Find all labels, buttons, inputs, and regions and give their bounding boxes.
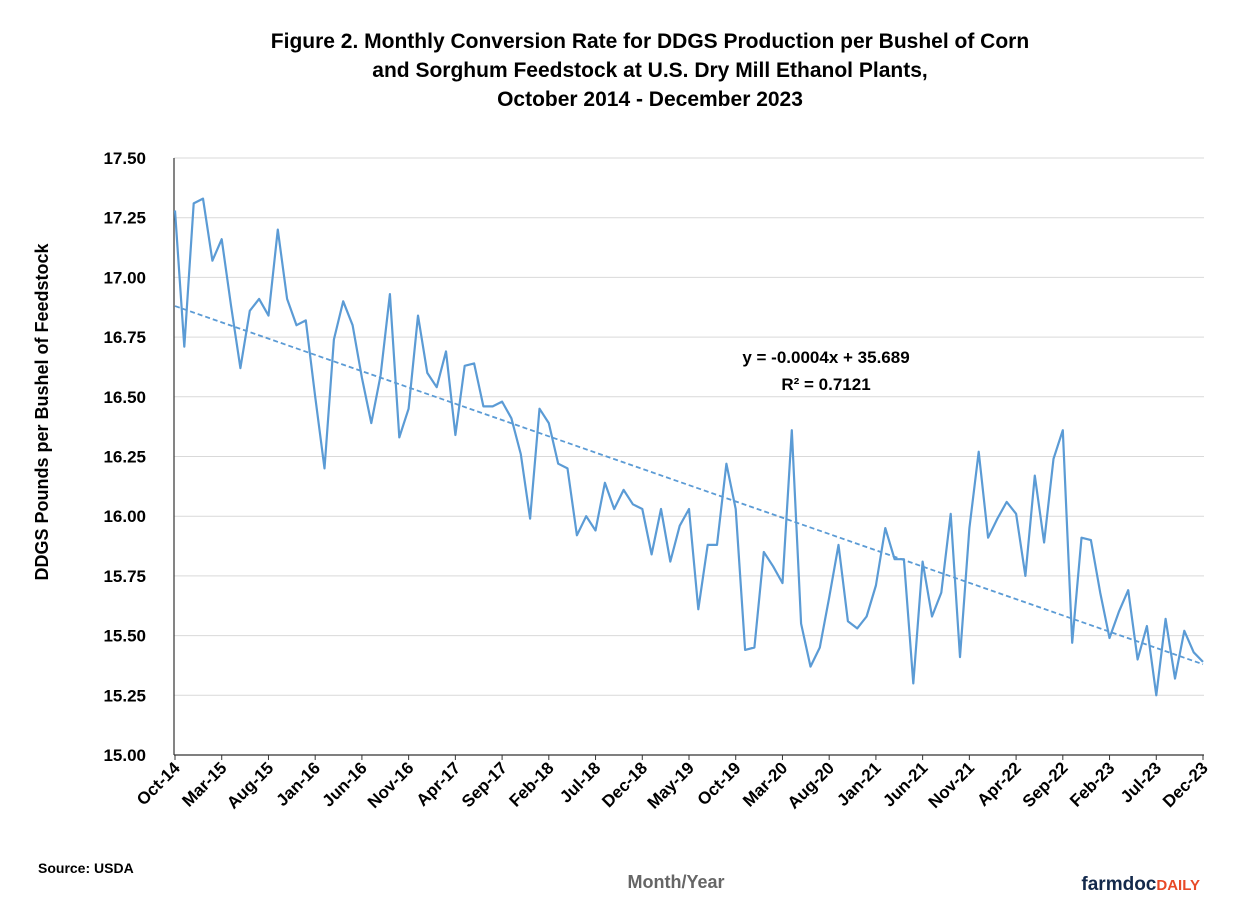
x-tick-label: Oct-14 <box>133 758 184 809</box>
brand-accent: DAILY <box>1156 877 1200 894</box>
y-tick-label: 17.50 <box>103 149 146 168</box>
y-tick-label: 15.00 <box>103 746 146 765</box>
x-tick-label: Dec-18 <box>598 758 651 811</box>
brand-main: farmdoc <box>1081 874 1156 895</box>
x-tick-label: Jul-18 <box>556 758 604 806</box>
x-tick-label: Jun-16 <box>319 758 371 810</box>
trendline <box>174 305 1204 666</box>
x-tick-label: Apr-22 <box>973 758 1025 810</box>
x-tick-label: Jan-21 <box>833 758 885 810</box>
y-tick-label: 15.50 <box>103 627 146 646</box>
y-axis-title: DDGS Pounds per Bushel of Feedstock <box>32 242 52 580</box>
y-tick-label: 16.75 <box>103 328 146 347</box>
x-tick-label: Sep-22 <box>1019 758 1072 811</box>
x-tick-label: Oct-19 <box>694 758 745 809</box>
x-tick-label: Feb-23 <box>1066 758 1118 810</box>
x-tick-label: Jan-16 <box>272 758 324 810</box>
x-tick-label: Jun-21 <box>879 758 931 810</box>
y-tick-label: 17.00 <box>103 268 146 287</box>
y-tick-label: 16.50 <box>103 388 146 407</box>
x-tick-label: Jul-23 <box>1117 758 1165 806</box>
x-tick-label: Feb-18 <box>505 758 557 810</box>
y-tick-label: 15.25 <box>103 686 146 705</box>
x-axis-title: Month/Year <box>627 872 724 892</box>
chart-title: and Sorghum Feedstock at U.S. Dry Mill E… <box>372 59 927 82</box>
brand: farmdocDAILY <box>1081 874 1200 895</box>
source: Source: USDA <box>38 860 134 876</box>
x-tick-label: Mar-20 <box>739 758 791 810</box>
x-tick-label: Nov-21 <box>925 758 979 812</box>
y-tick-label: 15.75 <box>103 567 146 586</box>
chart-title: Figure 2. Monthly Conversion Rate for DD… <box>271 30 1029 53</box>
data-line <box>173 197 1204 697</box>
chart-title: October 2014 - December 2023 <box>497 88 803 111</box>
y-tick-label: 16.25 <box>103 448 146 467</box>
y-tick-label: 16.00 <box>103 507 146 526</box>
y-tick-label: 17.25 <box>103 209 146 228</box>
x-tick-label: Mar-15 <box>178 758 230 810</box>
x-tick-label: Aug-20 <box>784 758 838 812</box>
x-tick-label: Aug-15 <box>223 758 277 812</box>
x-tick-label: May-19 <box>644 758 698 812</box>
trend-equation: y = -0.0004x + 35.689 <box>742 348 909 367</box>
trend-r-squared: R² = 0.7121 <box>781 375 870 394</box>
x-tick-label: Nov-16 <box>364 758 418 812</box>
x-tick-label: Apr-17 <box>413 758 465 810</box>
x-tick-label: Dec-23 <box>1159 758 1212 811</box>
x-tick-label: Sep-17 <box>458 758 511 811</box>
